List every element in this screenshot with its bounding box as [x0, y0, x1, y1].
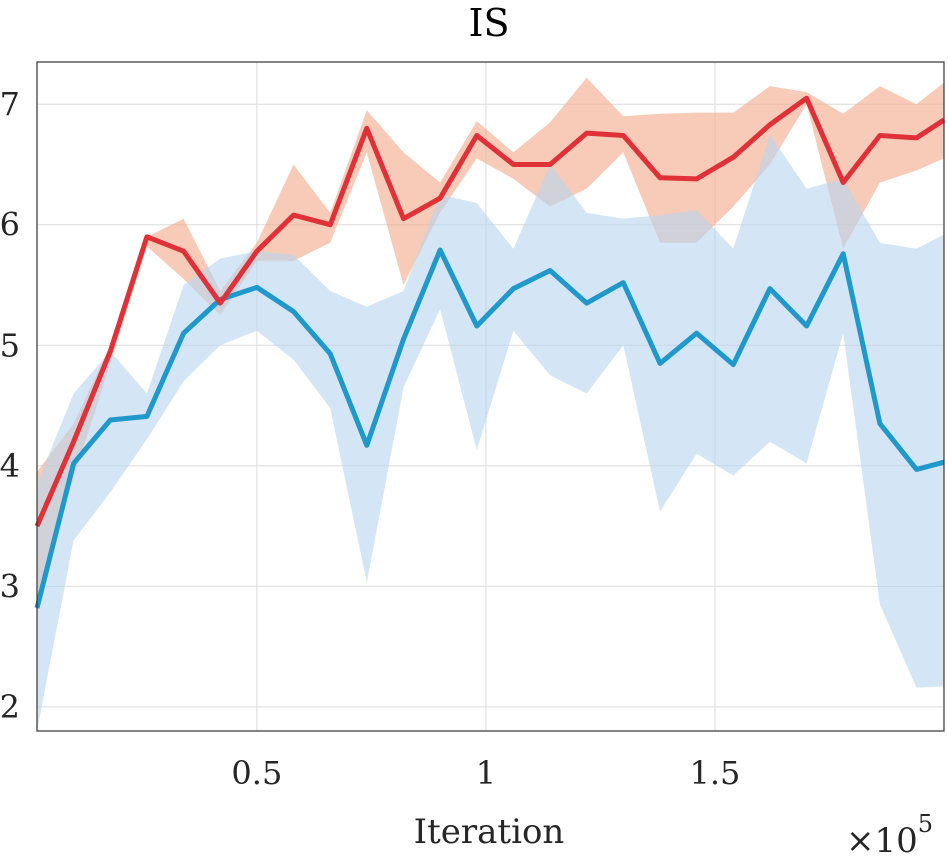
- x-axis-multiplier-base: ×10: [846, 821, 918, 859]
- x-tick-label-1: 1: [476, 754, 496, 792]
- x-tick-label-0: 0.5: [231, 754, 282, 792]
- band-series-1: [37, 134, 944, 732]
- chart-title: IS: [468, 1, 509, 45]
- x-axis-multiplier-exponent: 5: [918, 810, 933, 838]
- y-tick-label-4: 6: [0, 206, 20, 244]
- line-series-1: [34, 247, 945, 609]
- y-tick-label-3: 5: [0, 326, 20, 364]
- confidence-bands: [37, 77, 944, 732]
- line-series-0: [34, 95, 946, 528]
- x-tick-labels: 0.5 1 1.5: [231, 754, 740, 792]
- y-tick-labels: 2 3 4 5 6 7: [0, 85, 20, 726]
- y-tick-label-5: 7: [0, 85, 20, 123]
- x-axis-label: Iteration: [414, 812, 565, 852]
- x-tick-label-2: 1.5: [690, 754, 741, 792]
- x-axis-multiplier: ×105: [846, 810, 933, 859]
- y-tick-label-1: 3: [0, 567, 20, 605]
- series-lines: [34, 95, 946, 609]
- band-series-0: [37, 77, 944, 599]
- y-tick-label-0: 2: [0, 688, 20, 726]
- plot-frame: [36, 61, 945, 732]
- y-tick-label-2: 4: [0, 447, 20, 485]
